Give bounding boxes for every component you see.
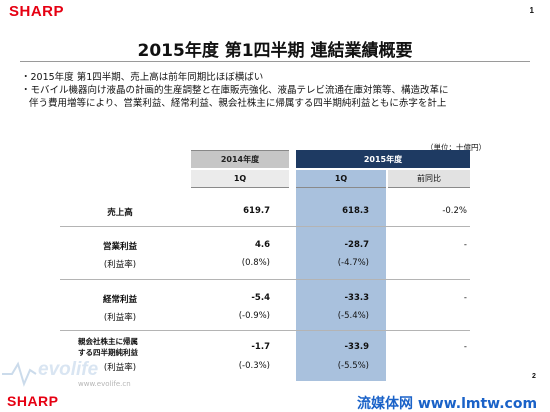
row-label-net-income-line2: する四半期純利益 (78, 348, 138, 357)
sharp-logo: SHARP (9, 3, 65, 20)
unit-label: （単位：十億円） (426, 143, 486, 152)
bullet-line: ・2015年度 第1四半期、売上高は前年同期比ほぼ横ばい (21, 72, 264, 83)
header-fy2014: 2014年度 (191, 150, 289, 168)
bullet-line: ・モバイル機器向け液晶の計画的生産調整と在庫販売強化、液晶テレビ流通在庫対策等、… (21, 85, 449, 96)
header-yoy: 前同比 (388, 170, 470, 188)
row-divider (60, 279, 470, 280)
sharp-logo-footer: SHARP (7, 393, 59, 409)
row-divider (60, 226, 470, 227)
cell-net-income-2014: -1.7 (251, 342, 270, 352)
current-quarter-highlight (296, 188, 386, 381)
row-label-sales: 売上高 (107, 208, 133, 218)
cell-ordinary-yoy: - (463, 293, 467, 303)
page-number-footer: 2 (532, 373, 536, 380)
cell-operating-margin-2015: (-4.7%) (337, 258, 369, 268)
row-label-net-margin: (利益率) (103, 363, 137, 373)
row-divider (60, 330, 470, 331)
cell-ordinary-2014: -5.4 (251, 293, 270, 303)
row-label-operating-income: 営業利益 (102, 242, 137, 252)
title-divider (20, 61, 530, 62)
summary-bullets: ・2015年度 第1四半期、売上高は前年同期比ほぼ横ばい ・モバイル機器向け液晶… (21, 71, 536, 110)
row-label-ordinary-margin: (利益率) (103, 313, 137, 323)
cell-operating-yoy: - (463, 240, 467, 250)
evolife-watermark: evolife (38, 359, 99, 380)
cell-operating-2014: 4.6 (254, 240, 270, 250)
lmtw-watermark: 流媒体网 www.lmtw.com (357, 396, 538, 412)
cell-sales-2015: 618.3 (342, 206, 369, 216)
cell-net-income-yoy: - (463, 342, 467, 352)
cell-sales-2014: 619.7 (243, 206, 270, 216)
row-label-operating-margin: (利益率) (103, 260, 137, 270)
cell-ordinary-margin-2015: (-5.4%) (337, 311, 369, 321)
header-q-2014: 1Q (191, 170, 289, 188)
bullet-line: 伴う費用増等により、営業利益、経常利益、親会社株主に帰属する四半期純利益ともに赤… (29, 98, 447, 109)
page-number: 1 (529, 6, 534, 15)
cell-sales-yoy: -0.2% (442, 206, 467, 216)
cell-net-margin-2014: (-0.3%) (238, 361, 270, 371)
cell-ordinary-margin-2014: (-0.9%) (238, 311, 270, 321)
cell-net-income-2015: -33.9 (344, 342, 370, 352)
cell-net-margin-2015: (-5.5%) (337, 361, 369, 371)
evolife-watermark-url: www.evolife.cn (78, 380, 131, 388)
row-label-ordinary-income: 経常利益 (102, 295, 137, 305)
cell-operating-margin-2014: (0.8%) (241, 258, 270, 268)
evolife-watermark-icon (2, 361, 37, 387)
header-fy2015: 2015年度 (296, 150, 470, 168)
cell-operating-2015: -28.7 (344, 240, 370, 250)
page-title: 2015年度 第1四半期 連結業績概要 (137, 41, 413, 61)
cell-ordinary-2015: -33.3 (344, 293, 370, 303)
header-q-2015: 1Q (296, 170, 386, 188)
row-label-net-income-line1: 親会社株主に帰属 (78, 337, 138, 346)
